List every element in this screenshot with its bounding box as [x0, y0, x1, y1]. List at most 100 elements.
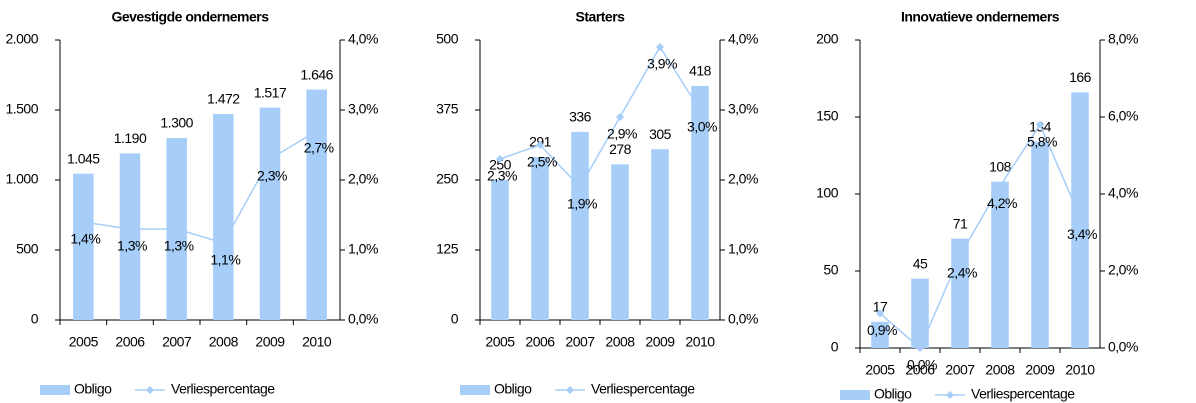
x-tick-label: 2005 — [485, 334, 515, 350]
line-label: 3,4% — [1067, 226, 1097, 242]
y2-tick-label: 1,0% — [728, 241, 758, 257]
y-tick-label: 150 — [816, 108, 839, 124]
line-marker — [172, 225, 181, 233]
y-tick-label: 100 — [816, 185, 839, 201]
line-marker — [576, 183, 584, 191]
y2-tick-label: 0,0% — [348, 311, 378, 327]
y2-tick-label: 4,0% — [1108, 185, 1138, 201]
chart-title: Innovatieve ondernemers — [901, 9, 1060, 25]
legend-marker — [146, 386, 154, 394]
line-label: 2,4% — [947, 264, 977, 280]
line-label: 2,9% — [607, 126, 637, 142]
bar-label: 1.517 — [254, 84, 287, 100]
x-tick-label: 2006 — [905, 362, 935, 378]
bar — [651, 149, 669, 320]
legend-marker — [946, 391, 954, 399]
line-marker — [312, 127, 321, 135]
line-marker — [266, 155, 274, 163]
bar — [691, 85, 709, 320]
bar-label: 336 — [569, 109, 592, 125]
bar-label: 1.045 — [67, 150, 100, 166]
y2-tick-label: 0,0% — [728, 311, 758, 327]
y2-tick-label: 1,0% — [348, 241, 378, 257]
x-tick-label: 2008 — [209, 334, 239, 350]
y2-tick-label: 6,0% — [1108, 108, 1138, 124]
bar — [611, 164, 629, 320]
legend-marker — [566, 386, 574, 394]
bar-label: 1.646 — [300, 66, 333, 82]
bar — [991, 181, 1009, 348]
bar-label: 45 — [913, 255, 928, 271]
bar-label: 1.190 — [114, 130, 147, 146]
legend-label: Verliespercentage — [171, 381, 275, 397]
y-tick-label: 500 — [436, 31, 459, 47]
line-label: 3,9% — [647, 56, 677, 72]
line-label: 1,1% — [210, 252, 240, 268]
line-label: 2,5% — [527, 154, 557, 170]
line-label: 5,8% — [1027, 133, 1057, 149]
x-tick-label: 2005 — [865, 362, 895, 378]
bar — [1031, 141, 1049, 348]
line-marker — [1076, 213, 1084, 222]
bar — [306, 89, 327, 320]
line-label: 1,9% — [567, 196, 597, 212]
bar-label: 1.300 — [160, 115, 193, 131]
x-tick-label: 2008 — [605, 334, 635, 350]
y-tick-label: 0 — [831, 339, 839, 355]
line-marker — [536, 141, 544, 149]
bar — [213, 113, 234, 320]
bar — [491, 180, 509, 320]
bar — [531, 157, 549, 320]
line-marker — [1036, 120, 1044, 129]
x-tick-label: 2007 — [162, 334, 192, 350]
y-tick-label: 0 — [451, 311, 459, 327]
line-marker — [496, 155, 504, 163]
x-tick-label: 2006 — [525, 334, 555, 350]
y-tick-label: 375 — [436, 101, 459, 117]
x-tick-label: 2007 — [565, 334, 595, 350]
bar-label: 71 — [953, 215, 968, 231]
line-label: 1,3% — [117, 238, 147, 254]
bar-label: 108 — [989, 158, 1012, 174]
line-marker — [126, 225, 134, 233]
legend-swatch — [40, 385, 70, 395]
legend-label: Obligo — [874, 386, 912, 402]
line-label: 1,3% — [164, 238, 194, 254]
bar — [259, 107, 281, 321]
line-marker — [656, 43, 664, 51]
y2-tick-label: 3,0% — [348, 101, 378, 117]
y2-tick-label: 2,0% — [728, 171, 758, 187]
bar — [571, 131, 589, 320]
line-marker — [616, 113, 624, 121]
y2-tick-label: 4,0% — [348, 31, 378, 47]
y2-tick-label: 8,0% — [1108, 31, 1138, 47]
y-tick-label: 125 — [436, 241, 459, 257]
x-tick-label: 2009 — [255, 334, 285, 350]
x-tick-label: 2010 — [302, 334, 332, 350]
y2-tick-label: 0,0% — [1108, 339, 1138, 355]
x-tick-label: 2010 — [685, 334, 715, 350]
bar — [119, 153, 141, 320]
line-marker — [876, 309, 884, 318]
line-label: 1,4% — [70, 231, 100, 247]
bar — [911, 278, 929, 348]
x-tick-label: 2010 — [1065, 362, 1095, 378]
chart-title: Starters — [576, 9, 626, 25]
y-tick-label: 2.000 — [5, 31, 38, 47]
chart-title: Gevestigde ondernemers — [111, 9, 269, 25]
x-tick-label: 2008 — [985, 362, 1015, 378]
line — [83, 130, 318, 244]
y-tick-label: 500 — [16, 241, 39, 257]
bar-label: 305 — [649, 126, 672, 142]
bar-label: 1.472 — [207, 91, 240, 107]
line-label: 4,2% — [987, 195, 1017, 211]
legend-label: Verliespercentage — [591, 381, 695, 397]
legend-label: Obligo — [494, 381, 532, 397]
y2-tick-label: 2,0% — [1108, 262, 1138, 278]
line-label: 0,0% — [907, 357, 937, 373]
line — [879, 123, 1081, 350]
legend-swatch — [840, 390, 870, 400]
x-tick-label: 2006 — [115, 334, 145, 350]
x-tick-label: 2009 — [645, 334, 675, 350]
